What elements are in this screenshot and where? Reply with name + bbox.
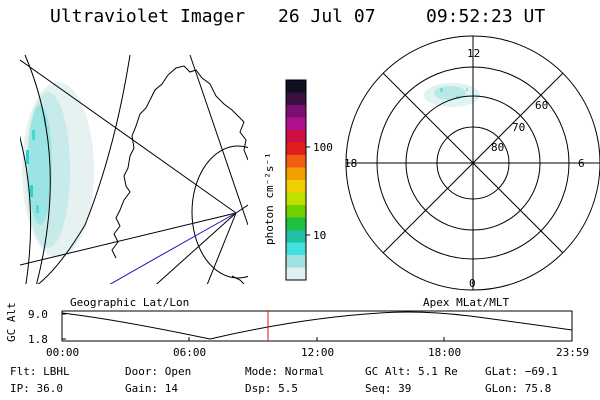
altitude-ylabel: GC Alt xyxy=(5,302,18,342)
color-bar-band xyxy=(286,217,306,231)
observation-date: 26 Jul 07 xyxy=(278,6,376,27)
color-bar-band xyxy=(286,242,306,256)
status-door: Door: Open xyxy=(125,365,192,378)
colorbar-unit-label: photon cm⁻²s⁻¹ xyxy=(263,152,276,245)
status-glon: GLon: 75.8 xyxy=(485,382,552,395)
altitude-xtick-1200: 12:00 xyxy=(301,346,335,359)
geographic-caption: Geographic Lat/Lon xyxy=(70,296,190,309)
color-bar-band xyxy=(286,155,306,168)
color-bar-band xyxy=(286,192,306,206)
instrument-title: Ultraviolet Imager xyxy=(50,6,246,27)
apex-caption: Apex MLat/MLT xyxy=(423,296,510,309)
polar-hour-18: 18 xyxy=(344,157,358,170)
color-bar-band xyxy=(286,267,306,281)
observation-time: 09:52:23 UT xyxy=(426,6,546,27)
geographic-map xyxy=(20,54,248,284)
polar-hour-12: 12 xyxy=(467,47,481,60)
colorbar-tick-100: 100 xyxy=(313,141,333,154)
colorbar-tick-10: 10 xyxy=(313,229,327,242)
altitude-xtick-1800: 18:00 xyxy=(428,346,462,359)
altitude-ytick-1-8: 1.8 xyxy=(28,333,48,346)
status-flt: Flt: LBHL xyxy=(10,365,70,378)
color-bar-band xyxy=(286,142,306,156)
polar-plot xyxy=(345,35,600,291)
polar-lat-70: 70 xyxy=(512,121,526,134)
color-bar-band xyxy=(286,92,306,106)
color-bar-band xyxy=(286,130,306,143)
polar-lat-60: 60 xyxy=(535,99,549,112)
color-bar-band xyxy=(286,180,306,193)
altitude-plot xyxy=(61,310,573,342)
altitude-curve xyxy=(61,311,573,340)
status-ip: IP: 36.0 xyxy=(10,382,63,395)
polar-hour-6: 6 xyxy=(578,157,585,170)
color-bar-band xyxy=(286,105,306,118)
status-gc-alt: GC Alt: 5.1 Re xyxy=(365,365,458,378)
altitude-xtick-0000: 00:00 xyxy=(46,346,80,359)
color-bar-band xyxy=(286,255,306,268)
polar-hour-0: 0 xyxy=(469,277,476,290)
color-bar-frame xyxy=(285,79,307,281)
status-seq: Seq: 39 xyxy=(365,382,412,395)
altitude-ytick-9: 9.0 xyxy=(28,308,48,321)
color-bar-band xyxy=(286,205,306,218)
auroral-emission-left xyxy=(22,82,94,258)
status-gain: Gain: 14 xyxy=(125,382,178,395)
polar-lat-80: 80 xyxy=(491,141,505,154)
color-bar-band xyxy=(286,230,306,243)
altitude-xtick-0600: 06:00 xyxy=(173,346,207,359)
color-bar xyxy=(286,80,306,281)
status-glat: GLat: −69.1 xyxy=(485,365,558,378)
color-bar-band xyxy=(286,167,306,181)
status-dsp: Dsp: 5.5 xyxy=(245,382,298,395)
color-bar-band xyxy=(286,80,306,93)
altitude-xtick-2359: 23:59 xyxy=(556,346,590,359)
color-bar-band xyxy=(286,117,306,131)
status-mode: Mode: Normal xyxy=(245,365,325,378)
